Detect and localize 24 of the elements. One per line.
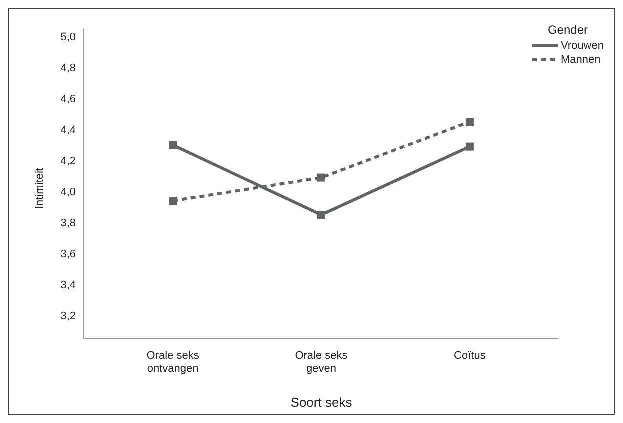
point xyxy=(466,118,474,126)
legend-label: Vrouwen xyxy=(560,40,604,52)
point xyxy=(466,142,474,151)
y-tick-label: 4,2 xyxy=(60,156,76,168)
point xyxy=(169,197,178,206)
x-tick-label: Orale seks ontvangen xyxy=(146,350,200,375)
y-tick-label: 4,0 xyxy=(60,186,76,199)
x-tick-label: Coïtus xyxy=(454,350,486,362)
x-axis-title: Soort seks xyxy=(290,395,353,410)
y-tick-label: 3,2 xyxy=(60,310,76,323)
y-tick-label: 4,6 xyxy=(60,94,76,106)
point xyxy=(318,174,326,182)
y-axis-title: Intimiteit xyxy=(34,168,46,209)
x-tick-label: Orale seks geven xyxy=(295,350,348,375)
y-tick-label: 4,8 xyxy=(60,62,76,75)
legend-title: Gender xyxy=(546,23,589,37)
point xyxy=(318,211,326,219)
y-tick-label: 3,8 xyxy=(60,218,76,230)
y-tick-label: 4,4 xyxy=(60,124,76,137)
y-tick-label: 3,4 xyxy=(60,280,76,292)
y-tick-label: 5,0 xyxy=(60,32,76,44)
y-tick-label: 3,6 xyxy=(60,248,76,261)
legend-label: Mannen xyxy=(560,54,601,66)
point xyxy=(169,141,178,150)
